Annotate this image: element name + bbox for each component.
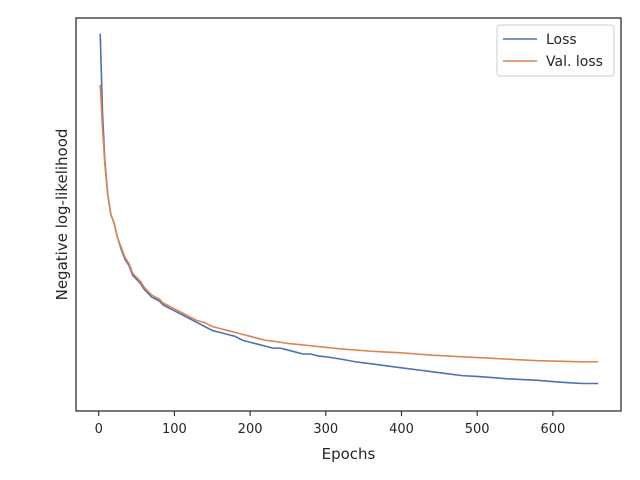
x-tick-label: 600 [540, 422, 565, 437]
legend-box [496, 24, 615, 77]
legend-label-loss: Loss [546, 32, 577, 48]
x-axis: 0 100 200 300 400 500 600 [95, 411, 565, 437]
x-axis-title: Epochs [322, 445, 376, 463]
x-tick-label: 100 [162, 422, 187, 437]
x-tick-label: 0 [95, 422, 103, 437]
plot-frame [75, 17, 622, 412]
series-line-loss [99, 33, 599, 385]
series-layer [99, 33, 599, 385]
x-tick-label: 400 [389, 422, 414, 437]
legend-label-val-loss: Val. loss [546, 54, 603, 70]
x-tick-label: 500 [465, 422, 490, 437]
x-tick-label: 300 [313, 422, 338, 437]
x-tick-label: 200 [238, 422, 263, 437]
legend: Loss Val. loss [496, 24, 615, 77]
y-axis-title: Negative log-likelihood [53, 129, 71, 301]
series-line-val-loss [99, 84, 599, 363]
